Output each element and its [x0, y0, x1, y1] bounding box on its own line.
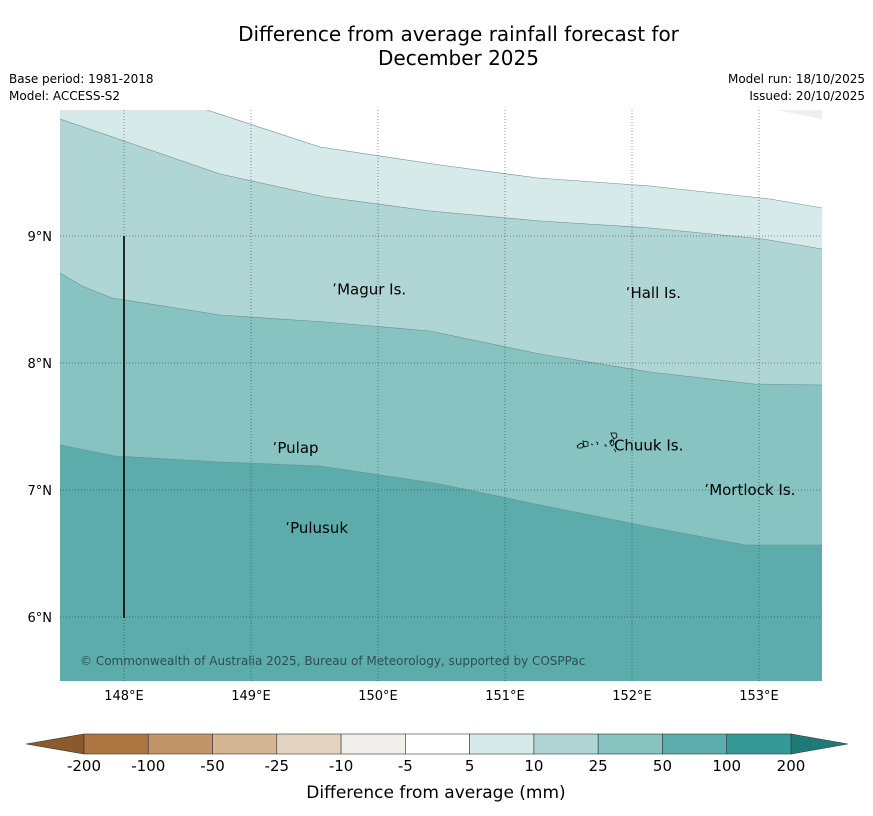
colorbar-segment [533, 733, 599, 755]
title-line-2: December 2025 [378, 46, 539, 70]
colorbar-tick-label: -10 [329, 757, 354, 775]
colorbar-tick-label: -100 [131, 757, 165, 775]
place-label: Pulap [277, 439, 318, 457]
map-title: Difference from average rainfall forecas… [0, 22, 873, 70]
island-marker [705, 483, 708, 488]
y-tick-label: 8°N [28, 357, 53, 372]
colorbar-tick-label: 10 [524, 757, 543, 775]
y-tick-label: 7°N [28, 484, 53, 499]
island-marker [333, 283, 336, 287]
chuuk-lagoon-islands [576, 432, 618, 453]
island-marker [626, 286, 630, 291]
colorbar-tick-label: 25 [589, 757, 608, 775]
colorbar-segment [597, 733, 663, 755]
colorbar-segment [405, 733, 470, 755]
colorbar-segment [83, 733, 149, 755]
colorbar-label: Difference from average (mm) [306, 783, 565, 803]
copyright-notice: © Commonwealth of Australia 2025, Bureau… [80, 654, 585, 668]
colorbar-tick-label: -200 [67, 757, 101, 775]
colorbar-tick-label: 5 [465, 757, 475, 775]
colorbar-segment [276, 733, 342, 755]
colorbar: -200 -100 -50 -25 -10 -5 5 10 25 50 100 200 [25, 733, 849, 775]
colorbar-tick-label: -5 [398, 757, 413, 775]
place-label: Hall Is. [630, 284, 681, 302]
colorbar-tick-label: 200 [777, 757, 806, 775]
x-tick-label: 152°E [612, 689, 652, 704]
contour-lines [60, 110, 822, 546]
colorbar-extend-low [25, 733, 85, 755]
place-label: Chuuk Is. [614, 437, 683, 455]
rainfall-bands [60, 110, 822, 681]
place-label: Mortlock Is. [709, 481, 795, 499]
base-period: Base period: 1981-2018 [9, 72, 154, 86]
colorbar-segment [212, 733, 278, 755]
title-line-1: Difference from average rainfall forecas… [238, 22, 679, 46]
y-tick-label: 6°N [28, 611, 53, 626]
meta-left: Base period: 1981-2018 Model: ACCESS-S2 [9, 71, 154, 105]
colorbar-tick-label: 50 [653, 757, 672, 775]
issued-date: Issued: 20/10/2025 [749, 89, 865, 103]
place-label: Pulusuk [290, 519, 348, 537]
place-labels: Magur Is. Hall Is. Pulap Chuuk Is. Mortlock … [273, 280, 795, 537]
band-negative-corner [776, 110, 822, 119]
place-label: Magur Is. [337, 280, 406, 298]
y-tick-label: 9°N [28, 230, 53, 245]
meta-right: Model run: 18/10/2025 Issued: 20/10/2025 [728, 71, 865, 105]
y-axis-ticks: 9°N 8°N 7°N 6°N [28, 230, 53, 626]
band-50-to-100 [60, 445, 822, 681]
x-tick-label: 151°E [485, 689, 525, 704]
colorbar-segment [662, 733, 728, 755]
x-tick-label: 153°E [739, 689, 779, 704]
colorbar-segment [726, 733, 792, 755]
x-tick-label: 149°E [231, 689, 271, 704]
colorbar-tick-label: 100 [712, 757, 741, 775]
island-marker [273, 441, 276, 446]
colorbar-segment [147, 733, 213, 755]
island-marker [286, 521, 289, 526]
x-axis-ticks: 148°E 149°E 150°E 151°E 152°E 153°E [104, 689, 779, 704]
colorbar-segment [469, 733, 535, 755]
colorbar-tick-label: -25 [265, 757, 290, 775]
x-tick-label: 150°E [358, 689, 398, 704]
colorbar-extend-high [790, 733, 849, 755]
model-name: Model: ACCESS-S2 [9, 89, 121, 103]
model-run: Model run: 18/10/2025 [727, 72, 865, 86]
colorbar-tick-label: -50 [200, 757, 225, 775]
colorbar-segment [340, 733, 406, 755]
x-tick-label: 148°E [104, 689, 144, 704]
island-marker [610, 439, 613, 443]
